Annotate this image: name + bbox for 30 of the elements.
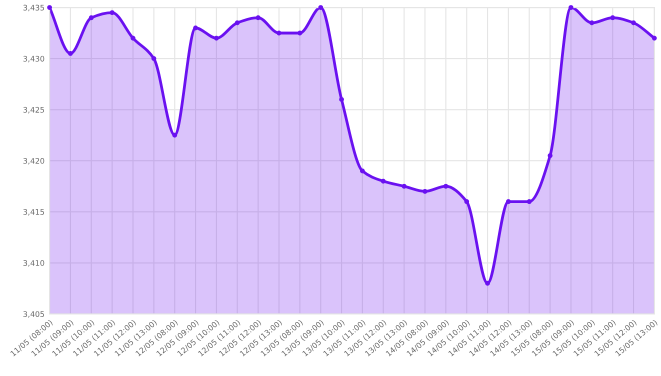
point [443, 184, 448, 189]
point [568, 5, 574, 10]
point [464, 199, 470, 204]
point [297, 30, 302, 36]
point [68, 51, 73, 56]
point [526, 199, 532, 204]
point [402, 184, 407, 189]
point [214, 36, 219, 41]
point [339, 97, 344, 102]
point [47, 5, 52, 10]
point [422, 188, 428, 194]
point [506, 199, 511, 204]
point [234, 20, 240, 26]
point [631, 20, 636, 26]
point [485, 280, 490, 286]
point [88, 15, 94, 20]
point [172, 132, 178, 138]
point [318, 5, 324, 10]
point [652, 36, 657, 41]
point [610, 15, 616, 20]
point [589, 20, 594, 26]
point [548, 153, 553, 158]
point [380, 178, 386, 184]
point [151, 56, 156, 62]
point [276, 30, 282, 36]
point [360, 168, 365, 174]
point [193, 26, 198, 30]
point [110, 10, 115, 16]
point [130, 36, 136, 41]
point [256, 15, 261, 20]
